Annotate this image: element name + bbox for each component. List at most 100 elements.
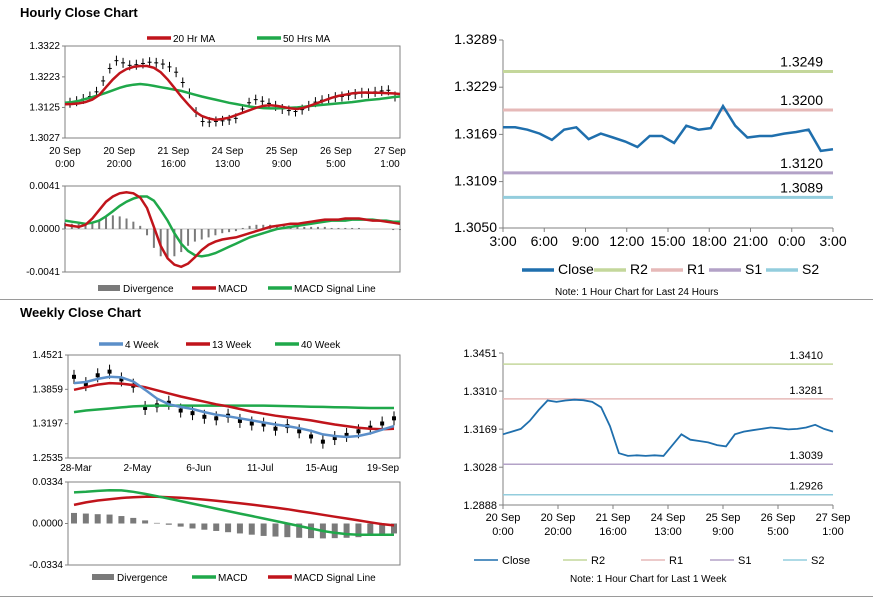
hourly-legend-divergence-label: Divergence [123, 284, 174, 295]
weekly-divergence-bar [355, 523, 362, 538]
weekly-legend-40wk-label: 40 Week [301, 340, 341, 351]
weekly-levels-xlabel: 21 Sep [596, 512, 631, 524]
weekly-price-bar-body [344, 432, 349, 437]
weekly-macd-y-label: -0.0334 [29, 560, 63, 571]
weekly-price-bar-body [143, 405, 148, 410]
hourly-section-title: Hourly Close Chart [20, 5, 138, 20]
weekly-divergence-bar [82, 513, 89, 524]
hourly-levels-r1-value: 1.3200 [780, 92, 823, 108]
weekly-levels-xlabel: 26 Sep [761, 512, 796, 524]
weekly-levels-xlabel: 5:00 [767, 526, 788, 538]
weekly-macd-y-label: 0.0334 [32, 477, 63, 488]
hourly-price-xlabel: 13:00 [215, 159, 240, 170]
hourly-levels-xlabel: 3:00 [489, 233, 516, 249]
hourly-price-xlabel: 9:00 [272, 159, 292, 170]
weekly-divergence-bar [284, 523, 291, 538]
hourly-price-xlabel: 5:00 [326, 159, 346, 170]
hourly-levels-ylabel: 1.3109 [454, 173, 497, 189]
hourly-price-ylabel: 1.3322 [29, 41, 60, 52]
weekly-divergence-bar [189, 523, 196, 529]
weekly-levels-xlabel: 0:00 [492, 526, 513, 538]
weekly-divergence-bar [130, 517, 137, 524]
weekly-price-y-label: 1.2535 [32, 453, 63, 464]
hourly-levels-s1-value: 1.3120 [780, 155, 823, 171]
weekly-levels-s1-value: 1.3039 [789, 450, 823, 462]
hourly-price-xlabel: 1:00 [380, 159, 400, 170]
weekly-levels-r1-value: 1.3281 [789, 385, 823, 397]
weekly-divergence-bar [260, 523, 267, 536]
weekly-price-bar-body [107, 369, 112, 374]
hourly-levels-ylabel: 1.3289 [454, 31, 497, 47]
weekly-price-frame [67, 354, 401, 459]
weekly-price-bar-body [95, 373, 100, 378]
weekly-levels-xlabel: 20 Sep [541, 512, 576, 524]
weekly-price-bar-body [332, 436, 337, 441]
hourly-price-xlabel: 20 Sep [103, 146, 135, 157]
hourly-legend-ma50-label: 50 Hrs MA [283, 34, 331, 45]
hourly-price-xlabel: 26 Sep [320, 146, 352, 157]
weekly-levels-legend-close-label: Close [502, 555, 530, 567]
weekly-levels-ylabel: 1.2888 [463, 500, 497, 512]
weekly-13wk-line [73, 381, 395, 431]
weekly-price-bar-body [273, 426, 278, 431]
weekly-price-bar-body [190, 411, 195, 416]
weekly-legend-divergence-label: Divergence [117, 573, 168, 584]
hourly-legend-ma20-label: 20 Hr MA [173, 34, 216, 45]
weekly-price-bar-body [83, 382, 88, 387]
weekly-price-bar-body [356, 429, 361, 434]
weekly-legend-signal-label: MACD Signal Line [294, 573, 376, 584]
hourly-legend-signal-label: MACD Signal Line [294, 284, 376, 295]
weekly-price-xlabel: 2-May [124, 463, 152, 474]
hourly-price-ylabel: 1.3027 [29, 133, 60, 144]
hourly-ma20-line [64, 64, 401, 122]
hourly-price-frame [64, 45, 401, 139]
weekly-price-bar-body [166, 400, 171, 405]
hourly-price-ylabel: 1.3223 [29, 72, 60, 83]
hourly-levels-r2-value: 1.3249 [780, 53, 823, 69]
weekly-levels-xlabel: 24 Sep [651, 512, 686, 524]
weekly-divergence-bar [165, 523, 172, 525]
hourly-levels-close-line [503, 103, 834, 153]
weekly-price-bar-body [309, 434, 314, 439]
hourly-ma50-line [64, 82, 401, 110]
weekly-macd-line [73, 488, 394, 536]
hourly-levels-legend-r2-label: R2 [630, 261, 648, 277]
hourly-price-xlabel: 20 Sep [49, 146, 81, 157]
weekly-price-y-label: 1.4521 [32, 350, 63, 361]
weekly-levels-ylabel: 1.3310 [463, 386, 497, 398]
hourly-price-xlabel: 20:00 [107, 159, 132, 170]
weekly-levels-xlabel: 9:00 [712, 526, 733, 538]
hourly-levels-xlabel: 15:00 [650, 233, 685, 249]
weekly-price-xlabel: 11-Jul [247, 463, 274, 474]
weekly-section-title: Weekly Close Chart [20, 305, 142, 320]
hourly-price-xlabel: 0:00 [55, 159, 75, 170]
weekly-divergence-bar [142, 520, 149, 524]
weekly-divergence-bar [118, 516, 125, 524]
weekly-legend-macd-label: MACD [218, 573, 247, 584]
weekly-levels-xlabel: 13:00 [654, 526, 682, 538]
hourly-levels-xlabel: 3:00 [819, 233, 846, 249]
weekly-price-bar-body [119, 377, 124, 382]
weekly-price-bar-body [261, 422, 266, 427]
weekly-price-bar-body [178, 408, 183, 413]
hourly-macd-y-label: -0.0041 [26, 267, 60, 278]
weekly-divergence-bar [236, 523, 243, 534]
weekly-divergence-bar [153, 522, 160, 524]
hourly-levels-xlabel: 12:00 [609, 233, 644, 249]
hourly-macd-line [64, 191, 401, 269]
hourly-price-xlabel: 27 Sep [374, 146, 406, 157]
hourly-levels-legend-close-label: Close [558, 261, 594, 277]
weekly-divergence-bar [308, 523, 315, 539]
hourly-levels-ylabel: 1.3169 [454, 125, 497, 141]
hourly-price-xlabel: 24 Sep [212, 146, 244, 157]
hourly-macd-y-label: 0.0041 [29, 181, 60, 192]
weekly-price-bar-body [202, 414, 207, 419]
weekly-divergence-bar [106, 514, 113, 524]
weekly-price-bar-body [297, 429, 302, 434]
weekly-levels-xlabel: 27 Sep [816, 512, 851, 524]
weekly-divergence-bar [248, 523, 255, 535]
